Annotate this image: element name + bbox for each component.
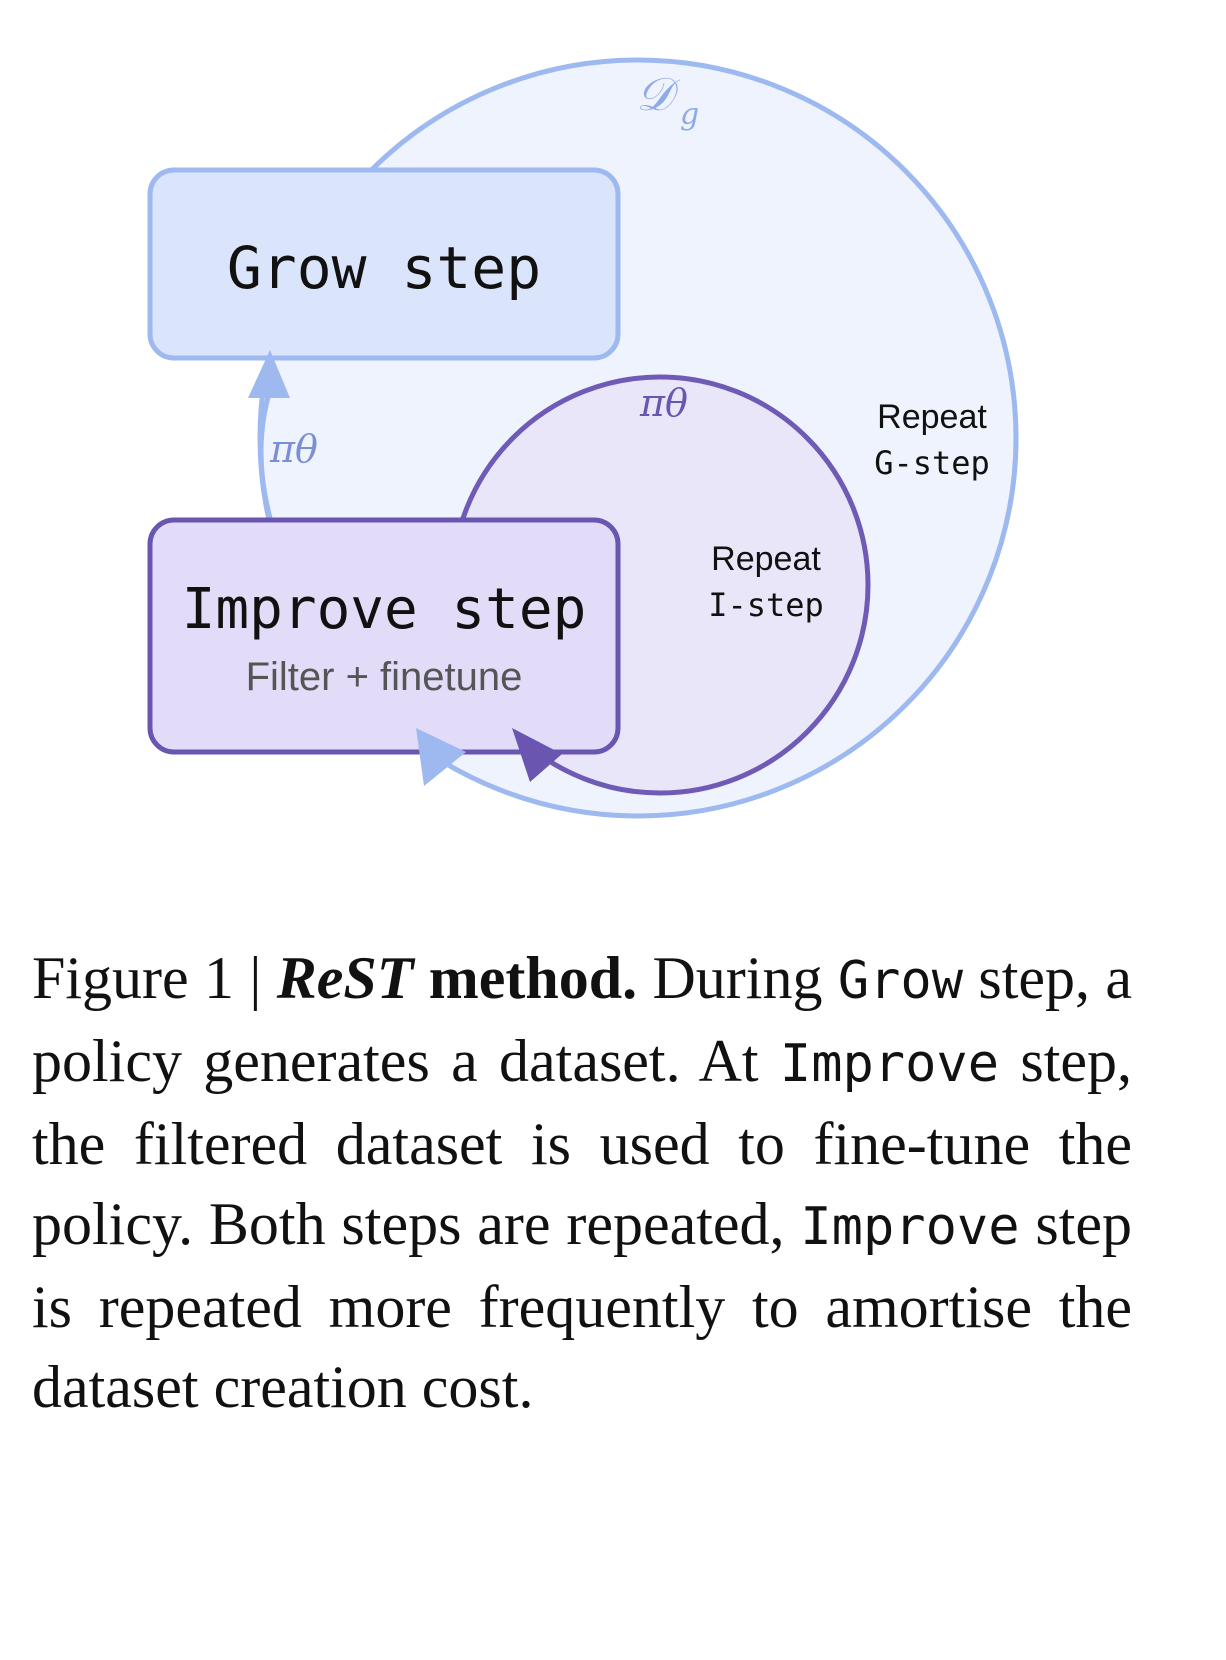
repeat-g-line1: Repeat <box>877 398 987 436</box>
improve-step-title: Improve step <box>182 577 587 642</box>
repeat-i-line2: I-step <box>708 586 824 624</box>
outer-cycle-arrow-head <box>416 728 466 786</box>
caption-improve-code: Improve <box>779 1034 1000 1094</box>
caption-grow-code: Grow <box>837 951 964 1011</box>
policy-symbol-inner: πθ <box>639 381 688 425</box>
inner-cycle-arrow-head <box>512 728 562 782</box>
left-policy-arrow <box>258 389 273 519</box>
grow-step-title: Grow step <box>227 234 541 302</box>
caption-text-3: step, the filtered dataset is used to fi… <box>32 1028 1132 1257</box>
figure-caption: Figure 1 | ReST method. During Grow step… <box>32 938 1132 1427</box>
caption-label: Figure 1 | <box>32 945 262 1011</box>
policy-symbol-left: πθ <box>269 427 318 471</box>
improve-step-box <box>147 517 621 755</box>
caption-method-word: method. <box>428 945 638 1011</box>
rest-method-diagram: 𝒟 g Grow step πθ πθ Repeat G-step Repeat… <box>147 57 1019 819</box>
repeat-i-line1: Repeat <box>711 540 821 578</box>
caption-text-4: step is repeated more frequently to amor… <box>32 1191 1133 1420</box>
caption-method-name: ReST <box>276 945 414 1011</box>
repeat-g-line2: G-step <box>874 444 990 482</box>
caption-text-2: step, a policy generates a dataset. At <box>32 945 1133 1094</box>
caption-text-1: During <box>652 945 823 1011</box>
caption-improve-code-2: Improve <box>800 1197 1020 1257</box>
improve-step-subtitle: Filter + finetune <box>246 655 523 699</box>
left-arrow-head <box>248 350 290 398</box>
grow-step-box <box>147 167 621 361</box>
dataset-subscript: g <box>680 97 699 132</box>
